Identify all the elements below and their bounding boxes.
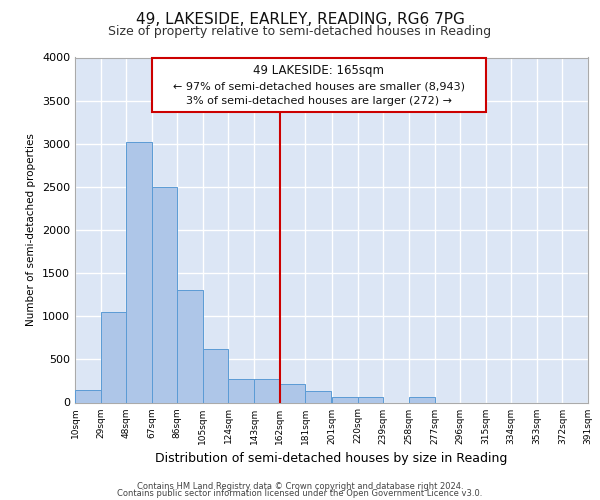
Bar <box>152 187 178 402</box>
Text: 3% of semi-detached houses are larger (272) →: 3% of semi-detached houses are larger (2… <box>186 96 452 106</box>
Text: ← 97% of semi-detached houses are smaller (8,943): ← 97% of semi-detached houses are smalle… <box>173 81 465 91</box>
FancyBboxPatch shape <box>152 58 485 112</box>
Bar <box>332 398 358 402</box>
Text: 49, LAKESIDE, EARLEY, READING, RG6 7PG: 49, LAKESIDE, EARLEY, READING, RG6 7PG <box>136 12 464 28</box>
X-axis label: Distribution of semi-detached houses by size in Reading: Distribution of semi-detached houses by … <box>155 452 508 465</box>
Text: Size of property relative to semi-detached houses in Reading: Size of property relative to semi-detach… <box>109 25 491 38</box>
Bar <box>254 379 280 402</box>
Bar <box>280 384 305 402</box>
Bar <box>75 390 101 402</box>
Bar <box>409 398 434 402</box>
Bar <box>358 398 383 402</box>
Text: Contains HM Land Registry data © Crown copyright and database right 2024.: Contains HM Land Registry data © Crown c… <box>137 482 463 491</box>
Bar <box>229 379 254 402</box>
Bar <box>101 312 126 402</box>
Bar <box>305 392 331 402</box>
Bar <box>178 290 203 403</box>
Bar <box>126 142 152 403</box>
Text: Contains public sector information licensed under the Open Government Licence v3: Contains public sector information licen… <box>118 490 482 498</box>
Y-axis label: Number of semi-detached properties: Number of semi-detached properties <box>26 134 37 326</box>
Text: 49 LAKESIDE: 165sqm: 49 LAKESIDE: 165sqm <box>253 64 384 76</box>
Bar <box>203 349 229 403</box>
